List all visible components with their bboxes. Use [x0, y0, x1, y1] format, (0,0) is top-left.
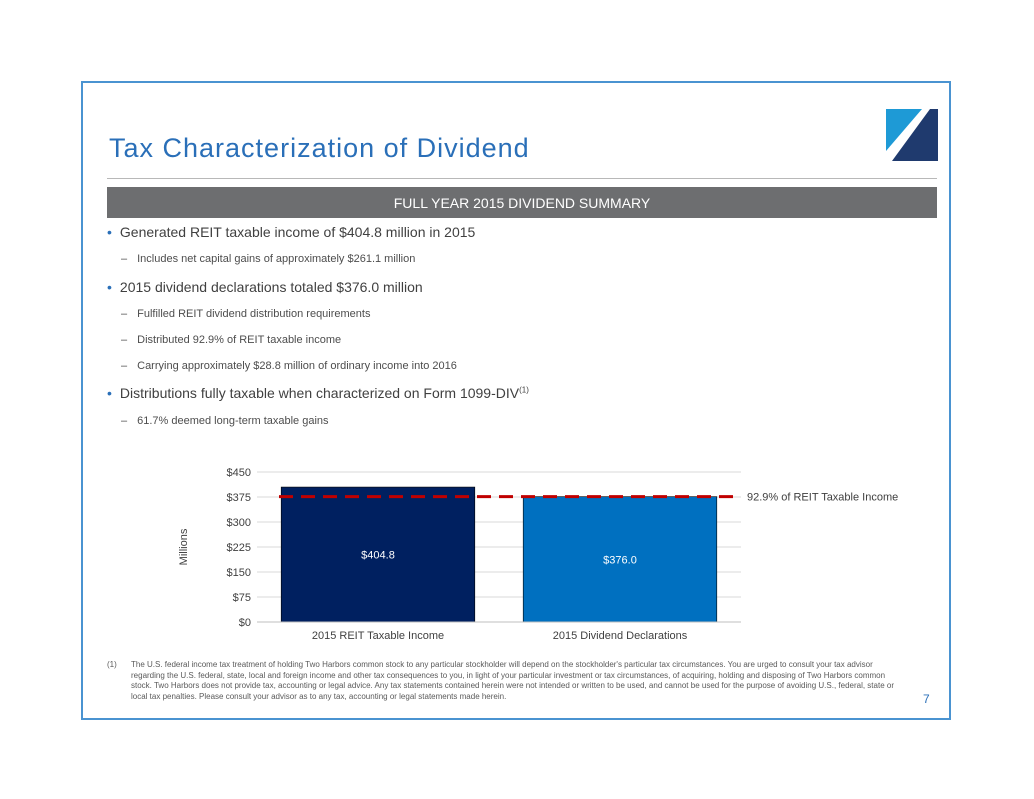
sub-bullet-item: – Includes net capital gains of approxima…	[121, 253, 415, 265]
x-category-label: 2015 Dividend Declarations	[553, 630, 688, 642]
bullet-text: Generated REIT taxable income of $404.8 …	[119, 224, 476, 240]
slide-frame: Tax Characterization of Dividend FULL YE…	[81, 81, 951, 720]
sub-bullet-text: Includes net capital gains of approximat…	[137, 253, 416, 265]
bar	[280, 486, 476, 623]
sub-bullet-item: –61.7% deemed long-term taxable gains	[121, 415, 329, 427]
bullet-dot-icon: •	[107, 279, 112, 295]
bar-value-label: $376.0	[603, 554, 637, 566]
y-axis-label: Millions	[178, 528, 190, 565]
reference-line-label: 92.9% of REIT Taxable Income	[747, 492, 898, 504]
dash-icon: –	[121, 334, 128, 346]
dividend-bar-chart: $0 $75 $150 $225 $300 $375 $450 Millions $404.8 2…	[178, 467, 898, 642]
bullet-item: • Generated REIT taxable income of $404.8…	[107, 224, 475, 240]
sub-bullet-text: 61.7% deemed long-term taxable gains	[137, 415, 329, 427]
summary-banner-label: FULL YEAR 2015 DIVIDEND SUMMARY	[393, 194, 651, 211]
sub-bullet-item: – Fulfilled REIT dividend distribution re…	[121, 308, 370, 320]
page-number: 7	[923, 692, 930, 706]
bullet-text: Distributions fully taxable when charact…	[119, 385, 520, 401]
sub-bullet-text: Distributed 92.9% of REIT taxable income	[137, 334, 342, 346]
bullet-dot-icon: •	[107, 224, 112, 240]
dash-icon: –	[121, 360, 128, 372]
footnote: (1) The U.S. federal income tax treatmen…	[107, 660, 907, 702]
footnote-marker: (1)	[107, 660, 117, 669]
y-tick-label: $300	[227, 517, 251, 529]
summary-banner: FULL YEAR 2015 DIVIDEND SUMMARY	[107, 187, 937, 218]
footnote-text: The U.S. federal income tax treatment of…	[131, 660, 894, 701]
bullet-text: 2015 dividend declarations totaled $376.…	[119, 279, 423, 295]
title-divider	[107, 178, 937, 179]
sub-bullet-item: – Distributed 92.9% of REIT taxable incom…	[121, 334, 341, 346]
footnote-ref: (1)	[519, 385, 529, 395]
y-tick-label: $150	[227, 567, 251, 579]
y-tick-label: $375	[227, 492, 251, 504]
company-logo-icon	[886, 109, 938, 161]
y-tick-label: $450	[227, 467, 251, 479]
dash-icon: –	[121, 253, 128, 265]
sub-bullet-text: Carrying approximately $28.8 million of …	[137, 360, 457, 372]
bullet-item: • 2015 dividend declarations totaled $376…	[107, 279, 423, 295]
y-tick-label: $0	[239, 617, 251, 629]
dash-icon: –	[121, 308, 128, 320]
sub-bullet-item: – Carrying approximately $28.8 million of…	[121, 360, 457, 372]
y-tick-label: $75	[233, 592, 251, 604]
dash-icon: –	[121, 415, 128, 427]
bar	[522, 496, 718, 623]
y-tick-label: $225	[227, 542, 251, 554]
bar-value-label: $404.8	[361, 550, 395, 562]
bullet-dot-icon: •	[107, 385, 112, 401]
slide-title: Tax Characterization of Dividend	[109, 133, 530, 163]
bullet-item: • Distributions fully taxable when charac…	[107, 385, 529, 401]
sub-bullet-text: Fulfilled REIT dividend distribution req…	[137, 308, 371, 320]
x-category-label: 2015 REIT Taxable Income	[312, 630, 444, 642]
